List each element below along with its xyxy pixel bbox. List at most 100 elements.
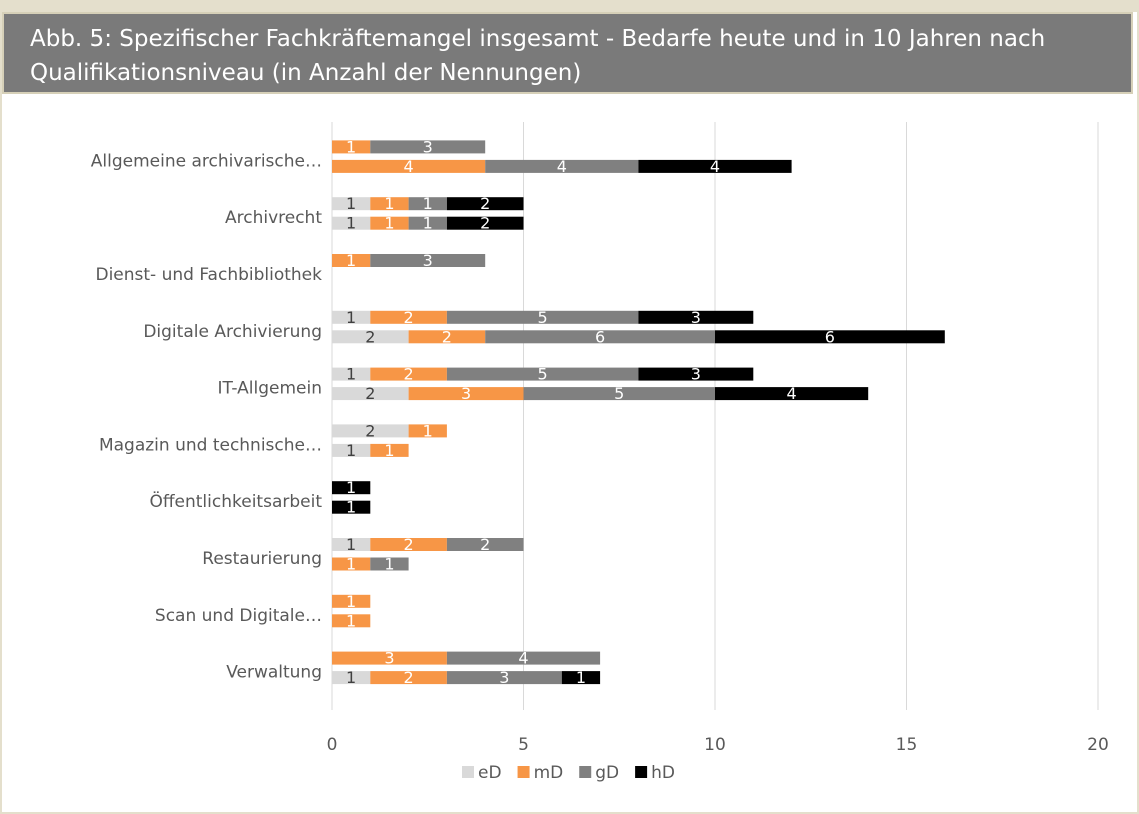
data-label: 3 bbox=[423, 137, 433, 156]
bar-segment bbox=[408, 424, 447, 438]
legend-swatch bbox=[579, 766, 592, 778]
data-label: 1 bbox=[346, 668, 356, 687]
bar-segment bbox=[638, 367, 754, 381]
bar-segment bbox=[370, 443, 409, 457]
data-label: 1 bbox=[346, 611, 356, 630]
bar-segment bbox=[332, 500, 371, 514]
data-label: 1 bbox=[576, 668, 586, 687]
bar-segment bbox=[638, 310, 754, 324]
data-label: 2 bbox=[365, 421, 375, 440]
data-label: 2 bbox=[404, 365, 414, 384]
data-label: 3 bbox=[691, 308, 701, 327]
data-label: 6 bbox=[595, 327, 605, 346]
bar-segment bbox=[332, 481, 371, 495]
bar-segment bbox=[332, 443, 371, 457]
bar-segment bbox=[446, 197, 524, 211]
data-label: 2 bbox=[442, 327, 452, 346]
y-tick-label: Scan und Digitale… bbox=[155, 606, 322, 626]
bar-segment bbox=[408, 197, 447, 211]
y-tick-label: Allgemeine archivarische… bbox=[91, 151, 322, 171]
data-label: 1 bbox=[346, 498, 356, 517]
bar-segment bbox=[446, 367, 639, 381]
x-tick-label: 15 bbox=[896, 735, 918, 755]
data-label: 1 bbox=[423, 194, 433, 213]
data-label: 3 bbox=[499, 668, 509, 687]
bar-segment bbox=[446, 216, 524, 230]
bar-segment bbox=[370, 254, 486, 267]
legend-swatch bbox=[517, 766, 530, 778]
bar-segment bbox=[370, 216, 409, 230]
data-label: 4 bbox=[710, 157, 720, 176]
y-tick-label: Restaurierung bbox=[202, 549, 322, 569]
bar-segment bbox=[561, 671, 601, 685]
data-label: 4 bbox=[518, 649, 528, 668]
bar-segment bbox=[332, 538, 371, 551]
bar-segment bbox=[446, 538, 524, 551]
data-label: 1 bbox=[384, 214, 394, 233]
data-label: 1 bbox=[346, 214, 356, 233]
x-tick-label: 20 bbox=[1087, 735, 1109, 755]
bar-segment bbox=[408, 387, 524, 401]
bar-segment bbox=[332, 367, 371, 381]
data-label: 3 bbox=[384, 649, 394, 668]
y-tick-label: Öffentlichkeitsarbeit bbox=[149, 490, 322, 512]
bar-segment bbox=[332, 594, 371, 608]
data-label: 1 bbox=[346, 555, 356, 574]
bar-segment bbox=[332, 557, 371, 571]
data-label: 1 bbox=[346, 137, 356, 156]
data-label: 4 bbox=[557, 157, 567, 176]
y-tick-label: Magazin und technische… bbox=[99, 435, 322, 455]
data-label: 3 bbox=[423, 251, 433, 270]
bar-segment bbox=[370, 538, 447, 551]
bar-segment bbox=[332, 216, 371, 230]
bar-segment bbox=[370, 197, 409, 211]
bar-segment bbox=[332, 614, 371, 628]
bar-segment bbox=[332, 424, 409, 438]
data-label: 1 bbox=[346, 308, 356, 327]
bar-segment bbox=[332, 671, 371, 685]
legend-swatch bbox=[635, 766, 648, 778]
data-label: 2 bbox=[404, 535, 414, 554]
bar-segment bbox=[332, 310, 371, 324]
data-label: 1 bbox=[346, 365, 356, 384]
bar-segment bbox=[523, 387, 715, 401]
x-tick-label: 10 bbox=[704, 735, 726, 755]
data-label: 5 bbox=[538, 308, 548, 327]
data-label: 2 bbox=[365, 384, 375, 403]
bar-segment bbox=[370, 310, 447, 324]
bar-segment bbox=[485, 159, 639, 173]
data-label: 3 bbox=[691, 365, 701, 384]
data-label: 5 bbox=[538, 365, 548, 384]
data-label: 1 bbox=[346, 194, 356, 213]
data-label: 2 bbox=[365, 327, 375, 346]
bar-segment bbox=[638, 159, 792, 173]
data-label: 1 bbox=[384, 441, 394, 460]
y-tick-label: Dienst- und Fachbibliothek bbox=[95, 265, 322, 285]
legend-label: eD bbox=[478, 763, 502, 783]
legend-label: hD bbox=[651, 763, 675, 783]
data-label: 1 bbox=[346, 478, 356, 497]
data-label: 1 bbox=[384, 555, 394, 574]
data-label: 2 bbox=[480, 535, 490, 554]
bar-segment bbox=[370, 671, 447, 685]
bar-segment bbox=[370, 140, 486, 154]
bar-segment bbox=[408, 330, 486, 344]
bar-segment bbox=[715, 387, 869, 401]
bar-segment bbox=[485, 330, 715, 344]
data-label: 2 bbox=[480, 214, 490, 233]
y-tick-label: Archivrecht bbox=[225, 208, 322, 228]
bar-segment bbox=[715, 330, 945, 344]
data-label: 5 bbox=[614, 384, 624, 403]
data-label: 1 bbox=[346, 592, 356, 611]
data-label: 1 bbox=[346, 251, 356, 270]
bar-segment bbox=[332, 159, 486, 173]
y-tick-label: IT-Allgemein bbox=[218, 379, 322, 399]
bar-segment bbox=[332, 140, 371, 154]
chart-title: Abb. 5: Spezifischer Fachkräftemangel in… bbox=[2, 12, 1133, 94]
bar-segment bbox=[332, 651, 447, 665]
data-label: 1 bbox=[423, 421, 433, 440]
bar-segment bbox=[408, 216, 447, 230]
bar-segment bbox=[446, 651, 601, 665]
